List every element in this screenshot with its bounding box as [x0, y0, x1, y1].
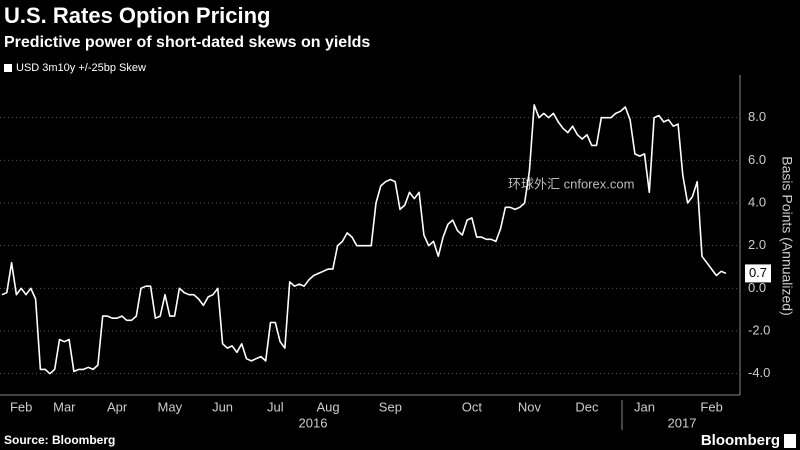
legend-label: USD 3m10y +/-25bp Skew [16, 62, 146, 74]
y-tick-label: 8.0 [748, 109, 766, 124]
y-tick-label: -4.0 [748, 365, 770, 380]
x-tick-label: Aug [316, 399, 339, 414]
x-tick-label: Nov [518, 399, 542, 414]
x-tick-label: Dec [575, 399, 599, 414]
y-tick-label: 2.0 [748, 237, 766, 252]
y-tick-label: 6.0 [748, 152, 766, 167]
chart-subtitle: Predictive power of short-dated skews on… [4, 34, 370, 51]
x-tick-label: Mar [53, 399, 76, 414]
watermark: 环球外汇 cnforex.com [508, 176, 634, 191]
legend-swatch [4, 64, 12, 72]
y-tick-label: 0.0 [748, 280, 766, 295]
x-tick-label: Jul [267, 399, 284, 414]
x-tick-label: Jan [634, 399, 655, 414]
x-tick-label: Feb [10, 399, 32, 414]
y-tick-label: 4.0 [748, 194, 766, 209]
series-line [1, 104, 727, 375]
x-tick-label: Jun [212, 399, 233, 414]
chart-title: U.S. Rates Option Pricing [4, 3, 270, 28]
x-tick-label: Feb [700, 399, 722, 414]
brand: Bloomberg [701, 432, 780, 449]
x-tick-label: Oct [462, 399, 483, 414]
year-label: 2017 [668, 415, 697, 430]
x-tick-label: Apr [107, 399, 128, 414]
last-value-label: 0.7 [749, 265, 767, 280]
x-tick-label: Sep [379, 399, 402, 414]
x-tick-label: May [158, 399, 183, 414]
source: Source: Bloomberg [4, 433, 115, 447]
last-value-box [745, 264, 771, 283]
y-tick-label: -2.0 [748, 322, 770, 337]
y-axis-label: Basis Points (Annualized) [779, 156, 795, 316]
year-label: 2016 [299, 415, 328, 430]
brand-icon [784, 434, 796, 448]
